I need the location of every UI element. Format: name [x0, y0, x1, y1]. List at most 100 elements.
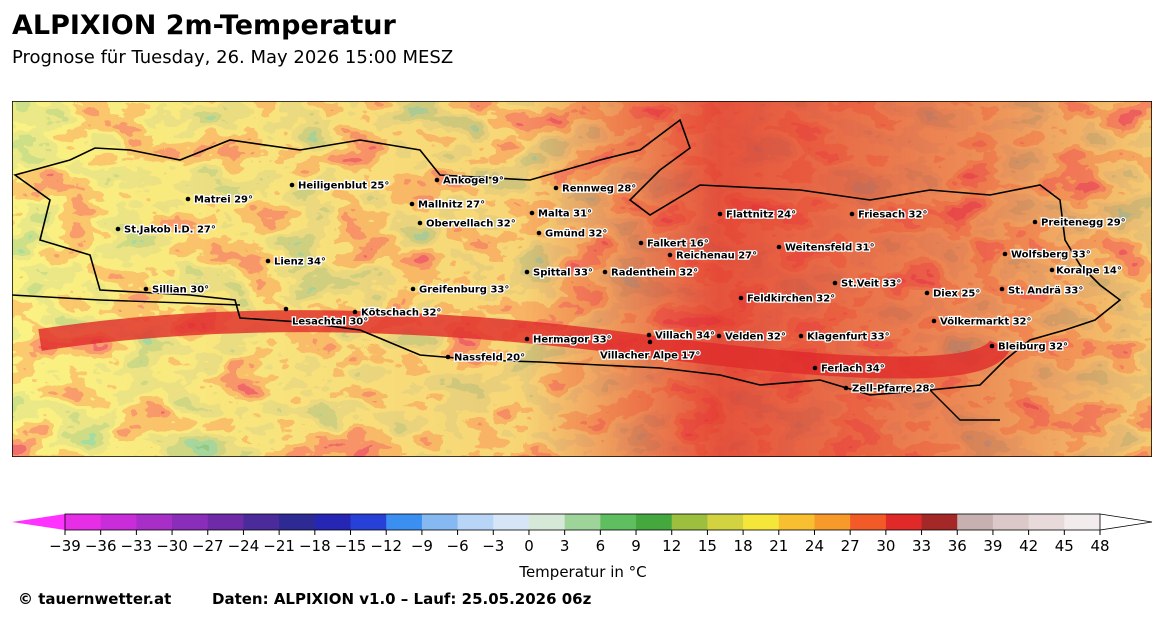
city-label: Matrei 29°	[194, 195, 253, 206]
city-label: St.Jakob i.D. 27°	[124, 225, 216, 236]
city-dot	[646, 332, 652, 338]
border	[13, 118, 1122, 396]
city-label: Falkert 16°	[647, 239, 709, 250]
city-dot	[289, 182, 295, 188]
city-dot	[849, 211, 855, 217]
terrain	[12, 101, 1152, 457]
colorbar-bin	[921, 514, 958, 530]
colorbar-bin	[992, 514, 1030, 530]
city-label: Bleiburg 32°	[998, 342, 1068, 353]
city-label: Villacher Alpe 17°	[600, 351, 700, 362]
city-label: Friesach 32°	[858, 210, 927, 221]
colorbar-extend-low	[12, 514, 65, 530]
colorbar-bin	[564, 514, 601, 530]
city-dot	[524, 269, 530, 275]
border	[12, 294, 1000, 421]
city-dot	[647, 339, 653, 345]
map	[12, 101, 1152, 457]
city-label: Wolfsberg 33°	[1011, 250, 1091, 261]
city-dot	[812, 365, 818, 371]
colorbar-bin	[814, 514, 851, 530]
colorbar-tick-label: 9	[631, 537, 641, 555]
city-dot	[716, 333, 722, 339]
city-label: Flattnitz 24°	[726, 210, 796, 221]
colorbar-tick-label: −9	[411, 537, 433, 555]
city-label: Zell-Pfarre 28°	[852, 384, 935, 395]
colorbar-tick-label: 30	[876, 537, 895, 555]
colorbar-tick-label: −15	[335, 537, 367, 555]
subtitle: Prognose für Tuesday, 26. May 2026 15:00…	[12, 47, 453, 68]
city-label: Mallnitz 27°	[418, 200, 485, 211]
colorbar-tick-label: −18	[299, 537, 331, 555]
city-dot	[143, 286, 149, 292]
colorbar-bin	[386, 514, 423, 530]
colorbar-bin	[350, 514, 387, 530]
city-label: Reichenau 27°	[676, 251, 757, 262]
city-label: Heiligenblut 25°	[298, 181, 389, 192]
city-dot	[417, 220, 423, 226]
city-label: Lienz 34°	[274, 257, 326, 268]
city-dot	[283, 306, 289, 312]
colorbar-tick-label: 3	[560, 537, 570, 555]
city-dot	[1032, 219, 1038, 225]
colorbar-tick-label: −36	[85, 537, 117, 555]
colorbar-tick-label: 24	[805, 537, 824, 555]
city-label: Feldkirchen 32°	[747, 294, 835, 305]
city-dot	[1049, 267, 1055, 273]
city-label: Hermagor 33°	[533, 335, 612, 346]
colorbar-label: Temperatur in °C	[518, 563, 646, 581]
colorbar-tick-label: −12	[370, 537, 402, 555]
city-dot	[265, 258, 271, 264]
colorbar-tick-label: 33	[912, 537, 931, 555]
colorbar-bin	[172, 514, 209, 530]
city-label: Malta 31°	[538, 209, 592, 220]
city-label: Ferlach 34°	[821, 364, 885, 375]
colorbar-tick-label: 39	[983, 537, 1002, 555]
city-dot	[924, 290, 930, 296]
colorbar-tick-label: −21	[263, 537, 295, 555]
city-dot	[115, 226, 121, 232]
city-dot	[843, 385, 849, 391]
colorbar-tick-label: −24	[228, 537, 260, 555]
colorbar-bin	[457, 514, 494, 530]
city-label: Klagenfurt 33°	[807, 332, 890, 343]
city-label: Spittal 33°	[533, 268, 593, 279]
city-dot	[536, 230, 542, 236]
data-source: Daten: ALPIXION v1.0 – Lauf: 25.05.2026 …	[212, 590, 592, 608]
city-label: Koralpe 14°	[1056, 266, 1122, 277]
colorbar-bin	[493, 514, 530, 530]
colorbar-tick-label: −3	[482, 537, 504, 555]
city-label: Weitensfeld 31°	[785, 243, 875, 254]
city-label: Greifenburg 33°	[419, 285, 509, 296]
colorbar-bin	[100, 514, 137, 530]
colorbar-tick-label: 6	[596, 537, 606, 555]
colorbar-tick-label: −39	[49, 537, 81, 555]
city-label: Kötschach 32°	[361, 308, 441, 319]
colorbar-bin	[600, 514, 637, 530]
colorbar-bin	[207, 514, 244, 530]
colorbar-tick-label: 27	[841, 537, 860, 555]
city-dot	[553, 185, 559, 191]
colorbar-bin	[707, 514, 744, 530]
city-dot	[185, 196, 191, 202]
colorbar-tick-label: 0	[524, 537, 534, 555]
colorbar-bin	[279, 514, 316, 530]
city-dot	[602, 269, 608, 275]
city-label: Lesachtal 30°	[292, 317, 368, 328]
city-label: Preitenegg 29°	[1041, 218, 1126, 229]
colorbar-bin	[1028, 514, 1065, 530]
city-dot	[434, 177, 440, 183]
colorbar-tick-label: 42	[1019, 537, 1038, 555]
city-label: St. Andrä 33°	[1008, 286, 1083, 297]
city-label: Sillian 30°	[152, 285, 209, 296]
city-dot	[999, 286, 1005, 292]
colorbar-bin	[671, 514, 708, 530]
title: ALPIXION 2m-Temperatur	[12, 10, 396, 41]
city-label: Ankogel 9°	[443, 176, 504, 187]
colorbar-bin	[421, 514, 459, 530]
city-label: Nassfeld 20°	[454, 353, 525, 364]
colorbar-extend-high	[1099, 513, 1153, 531]
city-dot	[738, 295, 744, 301]
colorbar-tick-label: 15	[698, 537, 717, 555]
city-label: Diex 25°	[933, 289, 980, 300]
